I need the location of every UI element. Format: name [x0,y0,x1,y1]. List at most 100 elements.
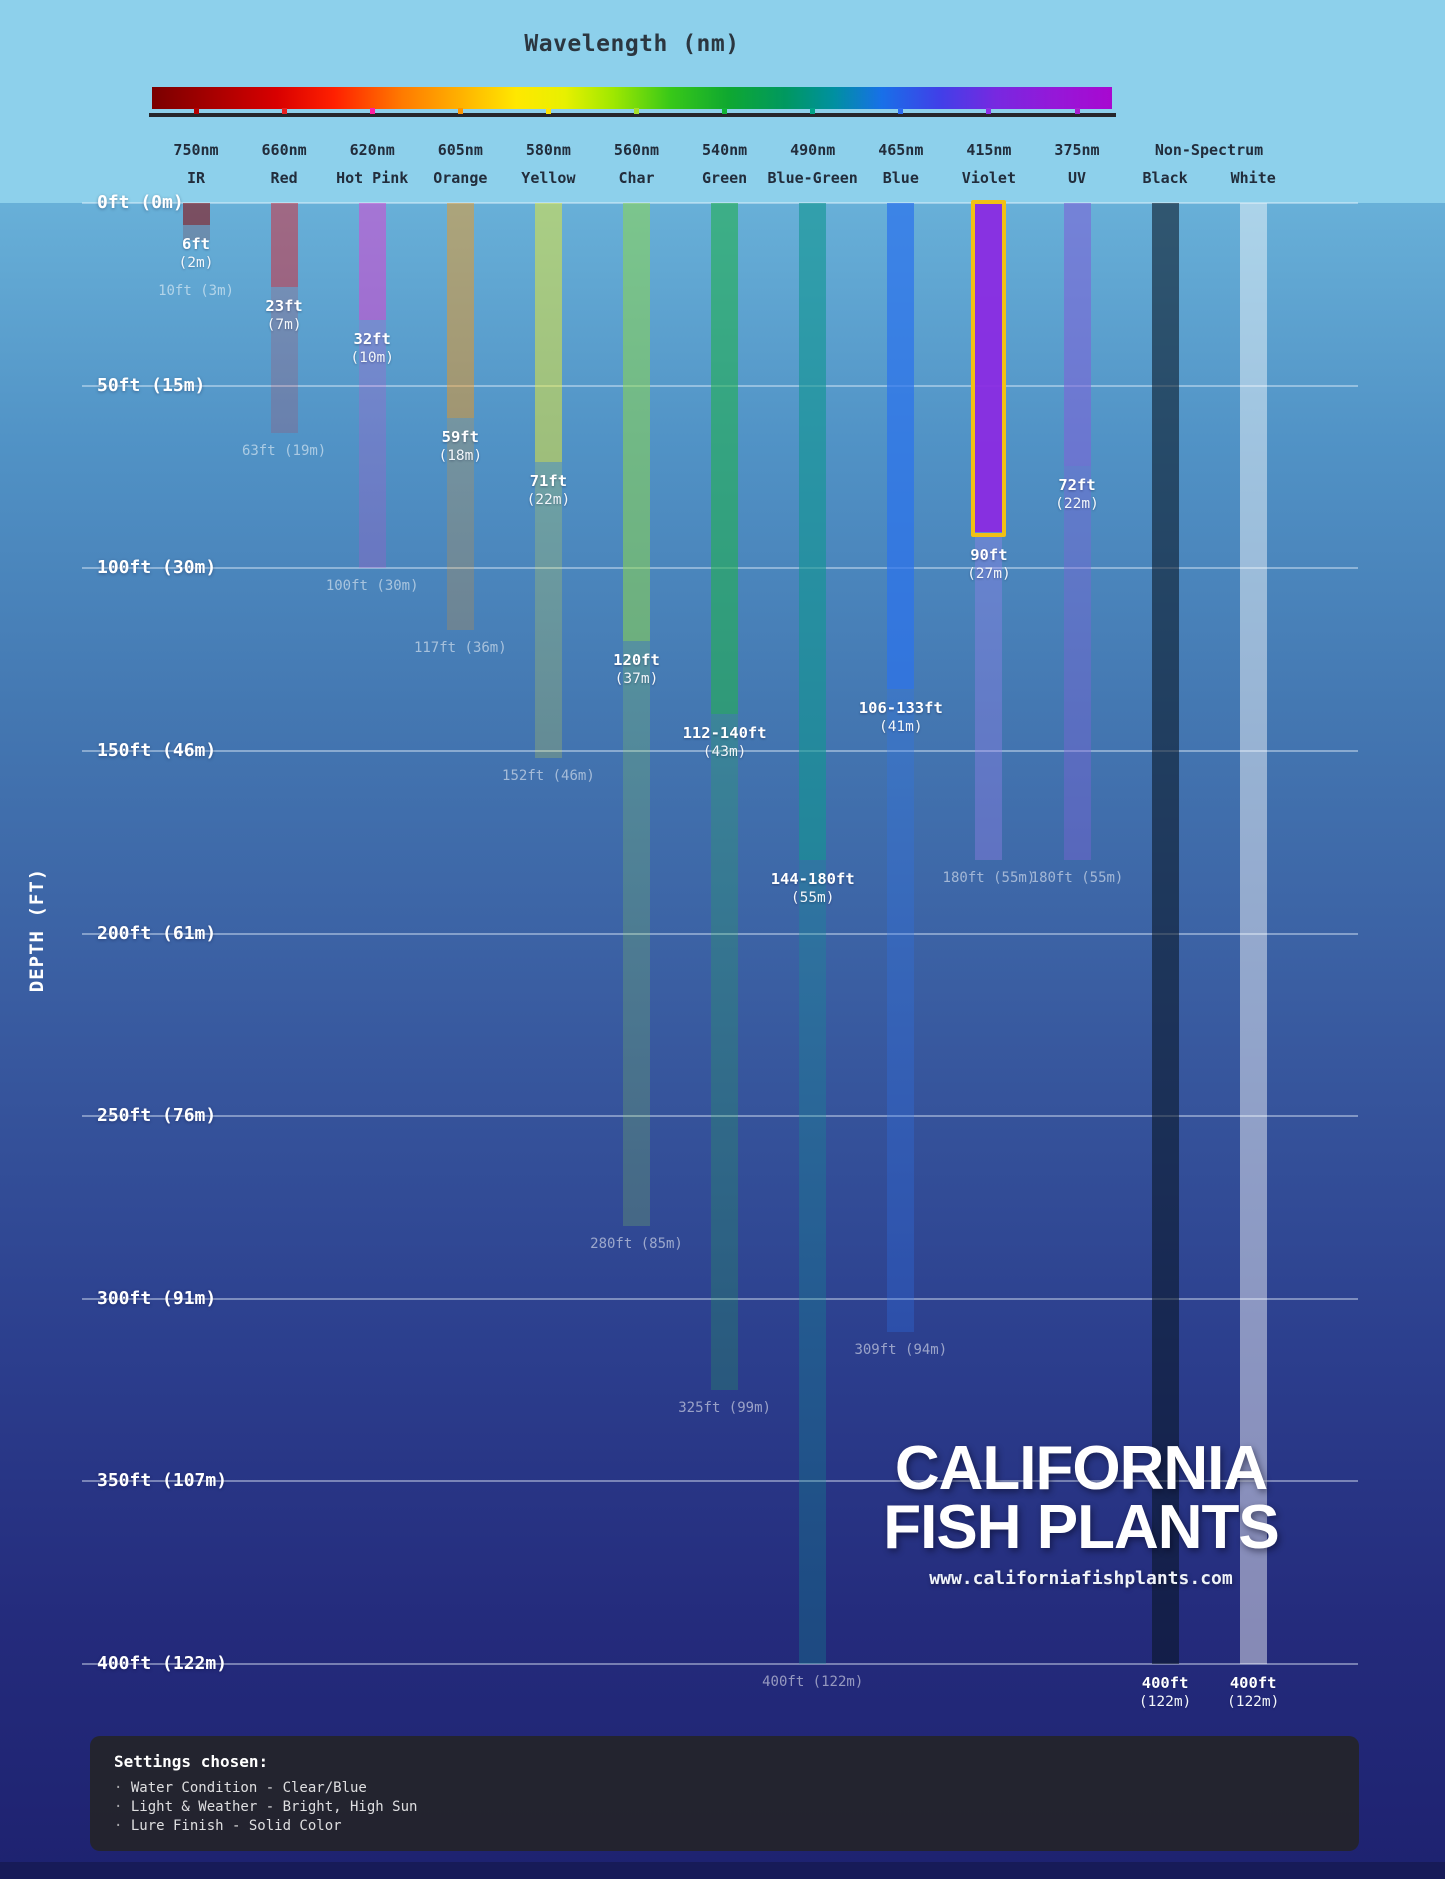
bar-depth-meters-label: (43m) [702,744,747,761]
column-name-label: UV [1067,169,1087,187]
bar-faded-segment [534,462,562,759]
column-wavelength-label: 465nm [878,141,924,159]
bar-solid-segment [1151,203,1179,1664]
bar-faded-segment [623,641,650,1226]
column-wavelength-label: 540nm [702,141,748,159]
bar-faded-depth-label: 100ft (30m) [325,578,419,595]
bar-solid-segment [358,203,386,320]
settings-items: Water Condition - Clear/BlueLight & Weat… [114,1779,1335,1836]
column-wavelength-label: 490nm [790,141,836,159]
depth-gridline [82,932,1358,935]
depth-axis-title: DEPTH (FT) [26,867,48,993]
bar-depth-meters-label: (41m) [878,718,923,735]
bar-faded-segment [270,287,298,434]
bar-faded-depth-label: 400ft (122m) [762,1674,864,1690]
bar-depth-label: 400ft [1229,1674,1277,1692]
column-name-label: Violet [961,169,1016,187]
bar-faded-depth-label: 117ft (36m) [413,640,507,657]
depth-gridline [82,1297,1358,1300]
bar-faded-segment [887,688,915,1332]
bar-solid-segment [1239,203,1267,1664]
bar-faded-depth-label: 309ft (94m) [854,1341,948,1358]
column-wavelength-label: 580nm [525,141,571,159]
bar-depth-label: 71ft [529,472,568,491]
bar-faded-segment [446,418,474,631]
bar-solid-segment [1063,203,1091,466]
bar-depth-meters-label: (7m) [266,317,302,333]
bar-faded-depth-label: 180ft (55m) [1030,870,1124,887]
lure-color-column-ir [182,203,210,240]
watermark-line2: FISH PLANTS [883,1492,1279,1562]
bar-depth-label: 120ft [613,651,660,670]
column-name-label: Orange [433,169,488,187]
bar-faded-segment [711,714,739,1391]
bar-depth-label: 72ft [1058,475,1096,494]
lure-color-column-violet [975,203,1003,861]
bar-faded-depth-label: 63ft (19m) [241,443,327,460]
lure-color-column-uv [1063,203,1091,861]
depth-axis-label: 350ft (107m) [97,1470,228,1492]
bar-solid-segment [711,203,739,715]
bar-depth-label: 400ft [1141,1674,1189,1692]
watermark-url: www.californiafishplants.com [929,1567,1233,1589]
column-wavelength-label: 750nm [173,141,219,159]
bar-solid-segment [534,203,562,463]
depth-axis-label: 400ft (122m) [97,1653,228,1674]
column-name-label: Yellow [521,169,576,187]
bar-depth-meters-label: (10m) [350,349,395,366]
column-name-label: Blue [882,169,919,187]
bar-faded-segment [799,860,827,1664]
depth-axis-label: 300ft (91m) [97,1287,217,1309]
bar-depth-meters-label: (27m) [967,565,1011,582]
lure-color-column-orange [446,203,474,631]
lure-color-column-black [1151,203,1179,1664]
column-wavelength-label: 605nm [437,141,483,159]
column-name-label: Red [270,169,298,187]
lure-color-column-yellow [534,203,562,759]
bar-solid-segment [623,203,650,642]
lure-color-column-white [1239,203,1267,1664]
spectrum-tick [898,108,904,114]
bar-faded-depth-label: 10ft (3m) [158,282,234,299]
spectrum-tick [986,108,992,114]
depth-axis-label: 100ft (30m) [97,557,217,579]
spectrum-gradient-bar [152,87,1112,109]
bar-depth-meters-label: (37m) [614,671,659,688]
column-name-label: White [1230,169,1276,187]
bar-depth-label: 90ft [970,545,1008,564]
bar-faded-segment [358,319,386,569]
bar-depth-label: 106-133ft [858,698,943,717]
column-name-label: Hot Pink [336,169,409,187]
bar-faded-depth-label: 152ft (46m) [502,768,595,785]
lure-color-column-red [270,203,298,434]
bar-depth-label: 23ft [265,297,303,315]
depth-axis-label: 150ft (46m) [97,739,217,761]
recommended-highlight-box [971,200,1007,537]
bar-solid-segment [799,203,827,861]
depth-axis-label: 200ft (61m) [97,922,217,944]
bar-solid-segment [270,203,298,287]
spectrum-tick [545,108,551,114]
column-name-label: Black [1142,169,1188,187]
bar-depth-meters-label: (22m) [526,492,571,509]
column-wavelength-label: 560nm [613,141,660,159]
settings-item: Lure Finish - Solid Color [114,1817,1335,1836]
spectrum-tick [634,108,639,114]
column-name-label: IR [186,169,206,187]
bar-solid-segment [887,203,915,689]
bar-depth-label: 59ft [441,428,479,447]
bar-faded-segment [182,224,210,240]
bar-faded-depth-label: 180ft (55m) [942,870,1036,887]
lure-color-column-blue [887,203,915,1332]
column-wavelength-label: 620nm [349,141,395,159]
column-wavelength-label: 660nm [261,141,307,159]
watermark-line1: CALIFORNIA [894,1434,1268,1503]
bar-depth-meters-label: (122m) [1138,1694,1192,1710]
footer-strip [0,1862,1445,1879]
bar-depth-meters-label: (55m) [790,890,835,907]
spectrum-tick [810,108,816,114]
wavelength-header: Wavelength (nm) 750nm IR 660nm Red 620nm Hot … [0,0,1445,203]
depth-gridline [82,1663,1358,1665]
spectrum-tick [722,108,728,114]
